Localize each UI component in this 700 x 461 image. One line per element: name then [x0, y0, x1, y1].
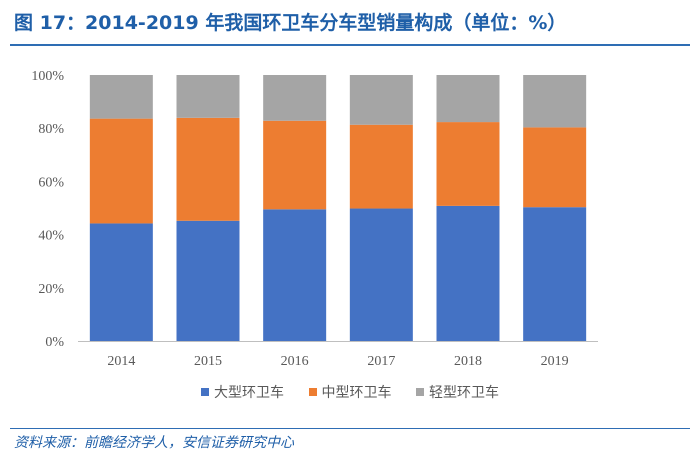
bar-segment-medium — [523, 127, 587, 208]
y-tick-label: 60% — [38, 175, 64, 190]
source-divider — [10, 428, 690, 429]
legend-item-medium: 中型环卫车 — [308, 382, 392, 402]
bar-segment-light — [176, 75, 240, 118]
y-tick-label: 100% — [31, 69, 64, 84]
bar-segment-large — [89, 223, 153, 341]
bar-segment-light — [523, 75, 587, 128]
y-axis-ticks: 0% 20% 40% 60% 80% 100% — [31, 69, 64, 350]
bar-segment-medium — [263, 120, 327, 210]
source-note: 资料来源：前瞻经济学人，安信证券研究中心 — [14, 435, 294, 451]
legend-swatch-light — [415, 388, 424, 396]
y-tick-label: 20% — [38, 282, 64, 297]
bar-segment-large — [349, 208, 413, 341]
x-tick-label: 2015 — [194, 354, 222, 369]
bar-segment-light — [436, 75, 500, 123]
legend-item-large: 大型环卫车 — [201, 382, 284, 402]
legend-label-large: 大型环卫车 — [214, 385, 285, 401]
y-tick-label: 80% — [38, 122, 64, 137]
y-tick-label: 40% — [38, 229, 64, 244]
bar-segment-light — [263, 75, 327, 121]
x-tick-label: 2014 — [107, 354, 135, 369]
bar-segment-large — [523, 207, 587, 341]
x-tick-label: 2019 — [541, 354, 569, 369]
bar-segment-medium — [349, 124, 413, 209]
x-axis-ticks: 2014 2015 2016 2017 2018 2019 — [107, 354, 568, 369]
x-tick-label: 2017 — [367, 354, 395, 369]
bar-segment-medium — [176, 117, 240, 221]
x-tick-label: 2018 — [454, 354, 482, 369]
chart-legend: 大型环卫车 中型环卫车 轻型环卫车 — [0, 382, 700, 402]
legend-swatch-medium — [308, 388, 317, 396]
x-tick-label: 2016 — [281, 354, 309, 369]
bar-segment-large — [436, 205, 500, 341]
bar-segment-large — [263, 209, 327, 341]
bar-segment-medium — [89, 118, 153, 224]
bar-marks — [89, 75, 587, 341]
figure-title: 图 17：2014-2019 年我国环卫车分车型销量构成（单位：%） — [14, 12, 567, 34]
legend-swatch-large — [201, 388, 210, 396]
bar-segment-medium — [436, 122, 500, 206]
bar-segment-large — [176, 220, 240, 341]
bar-segment-light — [89, 75, 153, 119]
legend-label-light: 轻型环卫车 — [428, 385, 499, 401]
legend-label-medium: 中型环卫车 — [321, 385, 392, 401]
title-divider — [10, 44, 690, 46]
legend-item-light: 轻型环卫车 — [415, 382, 499, 402]
y-tick-label: 0% — [45, 335, 64, 350]
bar-segment-light — [349, 75, 413, 125]
